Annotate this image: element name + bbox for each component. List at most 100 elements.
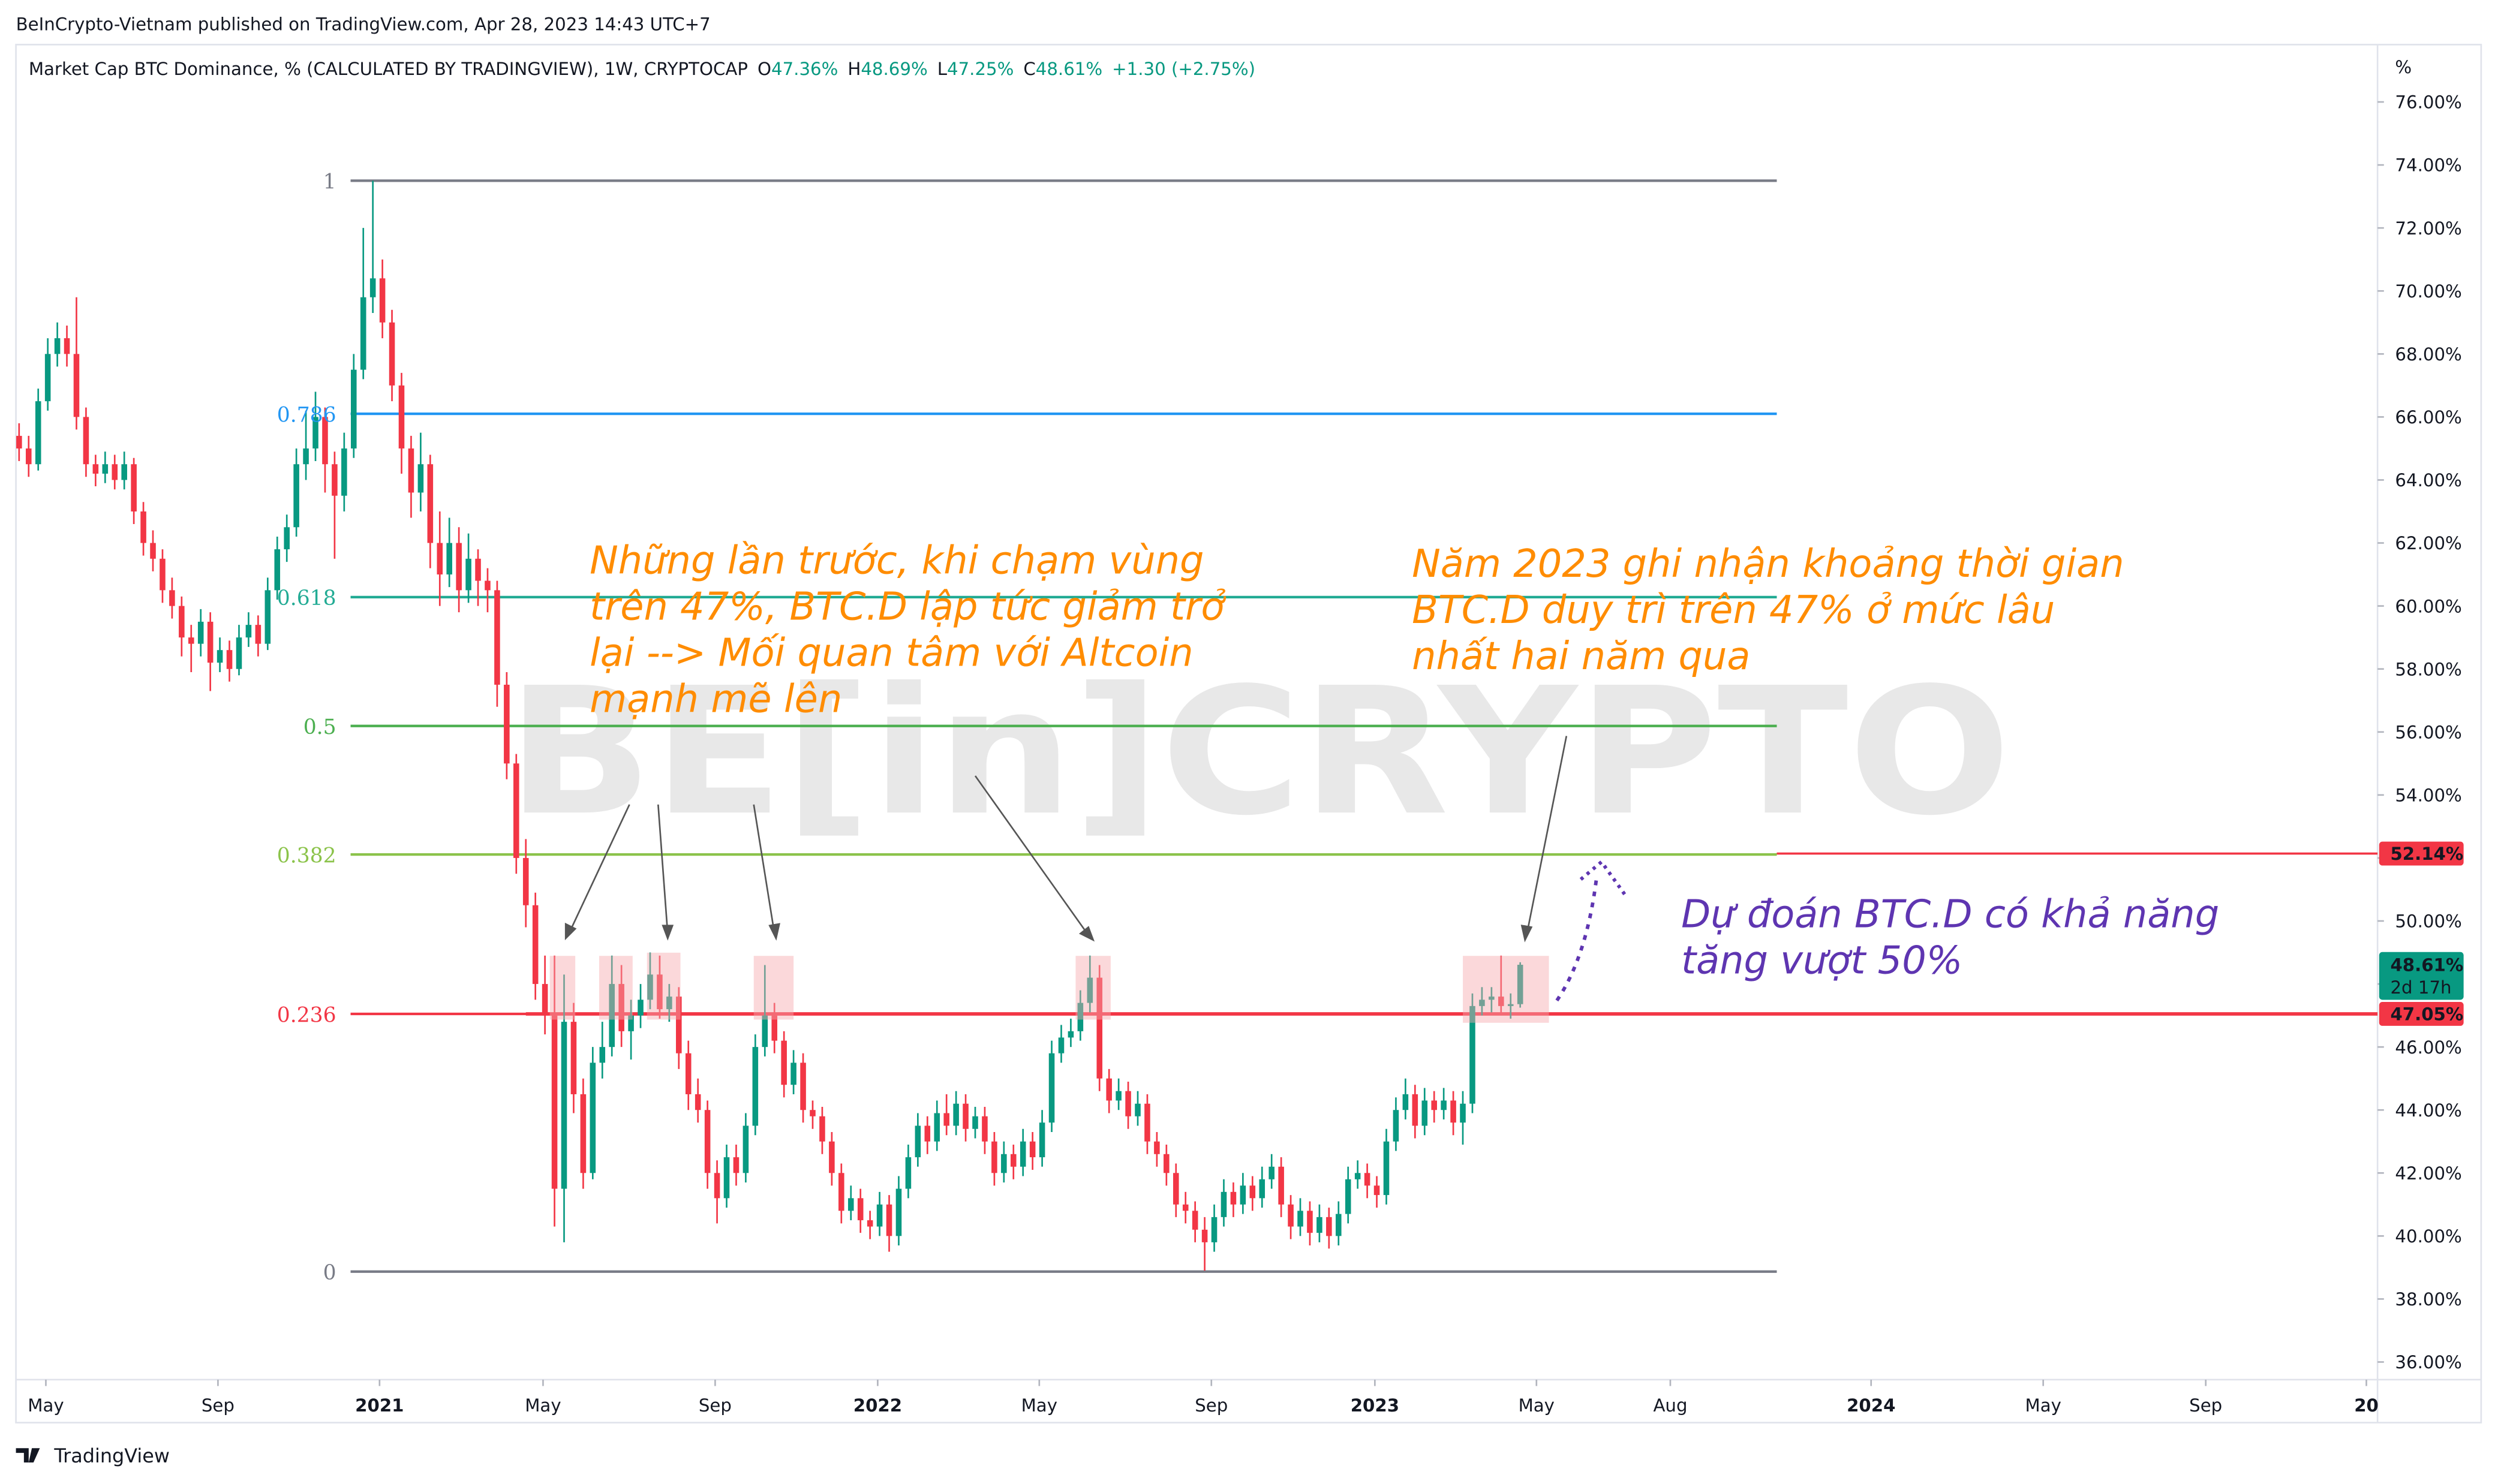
candle-body — [341, 448, 347, 496]
candle-body — [1507, 1004, 1514, 1006]
candle-body — [1010, 1154, 1017, 1167]
candle-body — [1288, 1204, 1294, 1227]
zone — [549, 956, 576, 1020]
candle-body — [1249, 1185, 1256, 1199]
y-tick-label: 56.00% — [2395, 722, 2461, 742]
candle-body — [1450, 1100, 1456, 1123]
candle-body — [1479, 1000, 1485, 1006]
candle-body — [752, 1047, 759, 1126]
candle-body — [475, 558, 481, 581]
candle-body — [1421, 1100, 1428, 1126]
arrow-head — [1520, 925, 1533, 943]
candle-body — [102, 464, 109, 474]
fib-label: 0.786 — [277, 403, 336, 427]
series-title: Market Cap BTC Dominance, % (CALCULATED … — [29, 59, 748, 79]
candle-body — [1058, 1037, 1065, 1053]
y-tick-label: 38.00% — [2395, 1289, 2461, 1310]
fib-label: 1 — [323, 170, 336, 194]
last-price-label: 48.61% — [2390, 955, 2463, 976]
candle-body — [570, 1022, 577, 1094]
x-tick-label: Sep — [202, 1395, 235, 1416]
arrow — [753, 804, 775, 934]
y-tick-label: 62.00% — [2395, 533, 2461, 553]
change: +1.30 (+2.75%) — [1112, 59, 1255, 79]
price-box — [2379, 841, 2464, 866]
candle-body — [1336, 1214, 1342, 1236]
candle-body — [1259, 1179, 1265, 1199]
candle-body — [819, 1116, 825, 1142]
candle-body — [427, 464, 434, 543]
published-note: BeInCrypto-Vietnam published on TradingV… — [16, 14, 711, 35]
candle-body — [1460, 1103, 1466, 1123]
candle-body — [685, 1053, 692, 1094]
candle-body — [1431, 1100, 1437, 1110]
fib-label: 0.618 — [277, 586, 336, 610]
forecast-path — [1555, 876, 1599, 1002]
y-tick-label: 60.00% — [2395, 596, 2461, 616]
candle-body — [733, 1157, 740, 1173]
candle-body — [1192, 1211, 1198, 1230]
candle-body — [847, 1198, 854, 1211]
y-tick-label: 36.00% — [2395, 1352, 2461, 1372]
y-tick-label: 44.00% — [2395, 1100, 2461, 1121]
candle-body — [131, 464, 137, 512]
candle-body — [781, 1040, 787, 1085]
candle-body — [264, 590, 271, 644]
candle-body — [800, 1062, 806, 1110]
candle-body — [1307, 1211, 1313, 1233]
last-price-box — [2379, 952, 2464, 1000]
annotation-line: BTC.D duy trì trên 47% ở mức lâu — [1412, 588, 2055, 633]
candle-body — [1383, 1141, 1390, 1196]
candle-body — [1039, 1122, 1045, 1158]
candle-body — [1096, 977, 1103, 1079]
highlight-zones — [549, 952, 1549, 1023]
candle-body — [274, 549, 281, 591]
y-unit: % — [2395, 57, 2412, 77]
x-tick-label: May — [28, 1395, 64, 1416]
ohlc-value: 47.36% — [771, 59, 838, 79]
candle-body — [1182, 1204, 1189, 1211]
watermark: BE[in]CRYPTO — [507, 650, 2011, 854]
candle-body — [790, 1062, 796, 1085]
candle-body — [494, 590, 500, 685]
x-tick-label: May — [525, 1395, 561, 1416]
candle-body — [590, 1062, 596, 1173]
annotation-line: tăng vượt 50% — [1681, 938, 1962, 983]
x-tick-label: 2024 — [1847, 1395, 1895, 1416]
watermark-layer: BE[in]CRYPTO — [507, 650, 2011, 854]
candle-body — [408, 448, 414, 493]
ohlc-key: H — [847, 59, 861, 79]
candle-body — [504, 684, 510, 764]
candle-body — [1354, 1173, 1361, 1179]
candle-body — [522, 857, 529, 905]
candle-body — [1402, 1094, 1409, 1110]
candle-body — [1048, 1053, 1055, 1123]
candle-body — [284, 527, 290, 550]
arrow — [1526, 736, 1568, 935]
candle-body — [905, 1157, 912, 1189]
annotation-line: Năm 2023 ghi nhận khoảng thời gian — [1412, 542, 2124, 586]
x-tick-label: Sep — [1195, 1395, 1228, 1416]
candle-body — [92, 464, 99, 474]
y-tick-label: 70.00% — [2395, 281, 2461, 302]
candle-body — [1364, 1173, 1370, 1186]
y-tick-label: 50.00% — [2395, 911, 2461, 932]
candle-body — [1517, 965, 1523, 1004]
y-tick-label: 58.00% — [2395, 659, 2461, 679]
candle-body — [838, 1173, 844, 1211]
y-tick-label: 72.00% — [2395, 218, 2461, 239]
y-tick-label: 76.00% — [2395, 92, 2461, 113]
countdown: 2d 17h — [2390, 977, 2451, 998]
candle-body — [647, 974, 653, 1000]
candle-body — [771, 1015, 778, 1041]
candle-body — [1278, 1166, 1284, 1205]
brand-name: TradingView — [53, 1444, 170, 1467]
candle-body — [121, 464, 127, 480]
candle-body — [943, 1113, 949, 1126]
x-tick-label: 2022 — [853, 1395, 902, 1416]
candle-body — [351, 369, 357, 448]
annotation-line: trên 47%, BTC.D lập tức giảm trở — [590, 585, 1226, 630]
candle-body — [465, 558, 471, 591]
